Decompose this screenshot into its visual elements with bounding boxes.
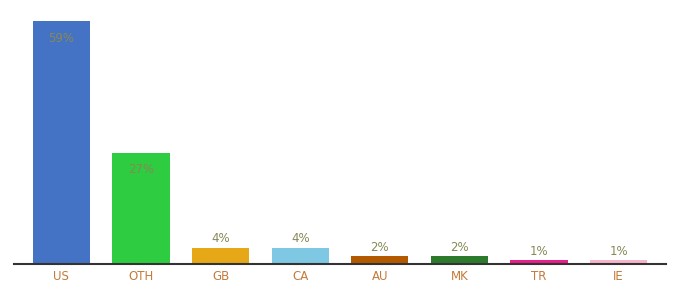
Text: 2%: 2% (371, 241, 389, 254)
Bar (271, 248, 329, 264)
Bar (33, 21, 90, 264)
Text: 2%: 2% (450, 241, 469, 254)
Text: 1%: 1% (609, 245, 628, 258)
Bar (112, 153, 169, 264)
Text: 4%: 4% (291, 232, 309, 245)
Bar (430, 256, 488, 264)
Text: 59%: 59% (48, 32, 74, 45)
Bar (192, 248, 250, 264)
Text: 27%: 27% (128, 163, 154, 176)
Bar (351, 256, 409, 264)
Text: 4%: 4% (211, 232, 230, 245)
Bar (590, 260, 647, 264)
Text: 1%: 1% (530, 245, 548, 258)
Bar (511, 260, 568, 264)
